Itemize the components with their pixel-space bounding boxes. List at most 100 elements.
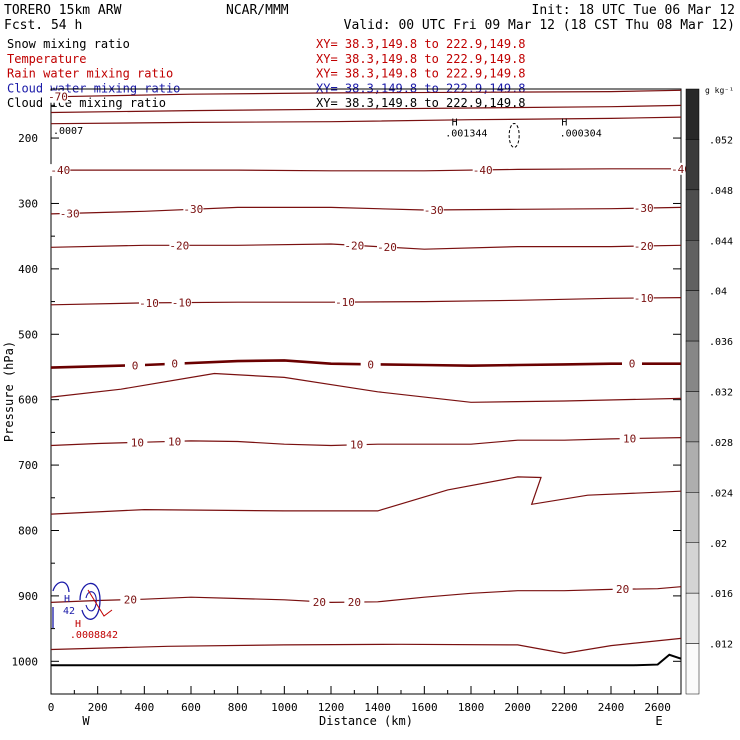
temperature-contour-extra-2 — [50, 637, 682, 655]
legend-xy-1: XY= 38.3,149.8 to 222.9,149.8 — [316, 52, 526, 66]
contour-label--10: -10 — [172, 297, 192, 310]
x-tick-label: 600 — [181, 701, 201, 714]
contour-label-bg — [360, 358, 381, 371]
contour-label--30: -30 — [183, 203, 203, 216]
temperature-contour--70 — [50, 89, 682, 98]
colorbar-segment — [685, 139, 700, 191]
colorbar-tick-label: .036 — [709, 337, 733, 348]
x-tick-label: 400 — [134, 701, 154, 714]
contour-label--30: -30 — [634, 202, 654, 215]
terrain-surface — [51, 653, 682, 667]
colorbar-segment — [685, 340, 700, 392]
contour-label-bg — [59, 207, 80, 220]
contour-label-bg — [423, 203, 444, 216]
temperature-contour--10 — [50, 297, 682, 306]
contour-label-bg — [619, 432, 640, 445]
contour-label-bg — [335, 296, 355, 309]
temperature-contour-20 — [50, 586, 682, 604]
valid-time: Valid: 00 UTC Fri 09 Mar 12 (18 CST Thu … — [344, 18, 735, 33]
colorbar-segment — [685, 88, 700, 140]
y-tick-label: 200 — [18, 132, 38, 145]
rain-contour — [87, 589, 113, 617]
legend-xy-2: XY= 38.3,149.8 to 222.9,149.8 — [316, 67, 526, 81]
plot-frame — [50, 88, 682, 695]
x-tick-label: 0 — [48, 701, 55, 714]
y-tick-label: 1000 — [12, 655, 39, 668]
contour-label-20: 20 — [124, 594, 137, 607]
temperature-contour-extra-0 — [50, 372, 682, 403]
contour-label-bg — [622, 357, 642, 370]
contour-label--70: -70 — [48, 91, 68, 104]
contour-label-bg — [472, 163, 493, 176]
x-tick-label: 1600 — [411, 701, 438, 714]
y-tick-label: 500 — [18, 328, 38, 341]
colorbar-tick-label: .02 — [709, 539, 727, 550]
contour-label--40: -40 — [50, 164, 70, 177]
contour-label--40: -40 — [473, 164, 493, 177]
legend-field-1: Temperature — [7, 52, 86, 66]
x-tick-label: 1800 — [458, 701, 485, 714]
contour-label-10: 10 — [350, 439, 363, 452]
contour-label-0: 0 — [132, 359, 139, 372]
contour-label-bg — [125, 359, 145, 372]
contour-label--10: -10 — [139, 297, 159, 310]
x-tick-label: 2000 — [504, 701, 531, 714]
contour-label-bg — [344, 596, 365, 609]
x-tick-label: 2200 — [551, 701, 578, 714]
legend-field-2: Rain water mixing ratio — [7, 67, 173, 81]
contour-label--20: -20 — [634, 240, 654, 253]
contour-label-bg — [127, 436, 148, 449]
colorbar-segment — [685, 441, 700, 493]
contour-label-20: 20 — [348, 596, 361, 609]
colorbar-tick-label: .028 — [709, 438, 733, 449]
colorbar-units: g kg⁻¹ — [705, 86, 734, 95]
temperature-contour-extra-1 — [50, 476, 682, 515]
y-tick-label: 400 — [18, 263, 38, 276]
colorbar-tick-label: .016 — [709, 589, 733, 600]
legend-field-0: Snow mixing ratio — [7, 37, 130, 51]
contour-label--20: -20 — [344, 239, 364, 252]
colorbar-segment — [685, 240, 700, 291]
contour-label-bg — [164, 357, 185, 370]
x-axis-title: Distance (km) — [319, 714, 413, 728]
colorbar-segment — [685, 391, 700, 443]
temperature-contour--40 — [51, 168, 681, 172]
x-tick-label: 1000 — [271, 701, 298, 714]
colorbar-tick-label: .024 — [709, 488, 733, 499]
contour-label-bg — [612, 583, 633, 596]
colorbar-segment — [685, 542, 700, 594]
contour-label-bg — [48, 90, 68, 103]
contour-label-bg — [169, 239, 190, 252]
legend-field-3: Cloud water mixing ratio — [7, 81, 180, 95]
contour-label-bg — [346, 438, 367, 451]
x-tick-label: 1200 — [318, 701, 345, 714]
contour-label-20: 20 — [313, 596, 326, 609]
contour-label-0: 0 — [367, 358, 374, 371]
contour-label-10: 10 — [623, 433, 636, 446]
y-tick-label: 800 — [18, 524, 38, 537]
colorbar-segment — [685, 592, 700, 644]
contour-label--20: -20 — [169, 239, 189, 252]
colorbar-tick-label: .044 — [709, 236, 733, 247]
contour-label-10: 10 — [131, 436, 144, 449]
contour-label-10: 10 — [168, 435, 181, 448]
contour-label-0: 0 — [629, 358, 636, 371]
left-edge-value: .0007 — [53, 126, 83, 137]
forecast-hour: Fcst. 54 h — [4, 18, 82, 33]
ice-max-value-1: .001344 — [445, 129, 487, 140]
contour-label--20: -20 — [377, 241, 397, 254]
colorbar-segment — [685, 492, 700, 544]
contour-label-bg — [50, 164, 71, 177]
center-title: NCAR/MMM — [226, 3, 289, 18]
high-marker: H — [452, 118, 458, 129]
temperature-contour--50 — [50, 116, 682, 125]
contour-label-bg — [377, 241, 397, 254]
contour-label-20: 20 — [616, 583, 629, 596]
colorbar-tick-label: .048 — [709, 186, 733, 197]
ice-max-value-2: .000304 — [560, 129, 602, 140]
contour-label-bg — [183, 203, 204, 216]
contour-label-0: 0 — [171, 358, 178, 371]
y-tick-label: 300 — [18, 197, 38, 210]
